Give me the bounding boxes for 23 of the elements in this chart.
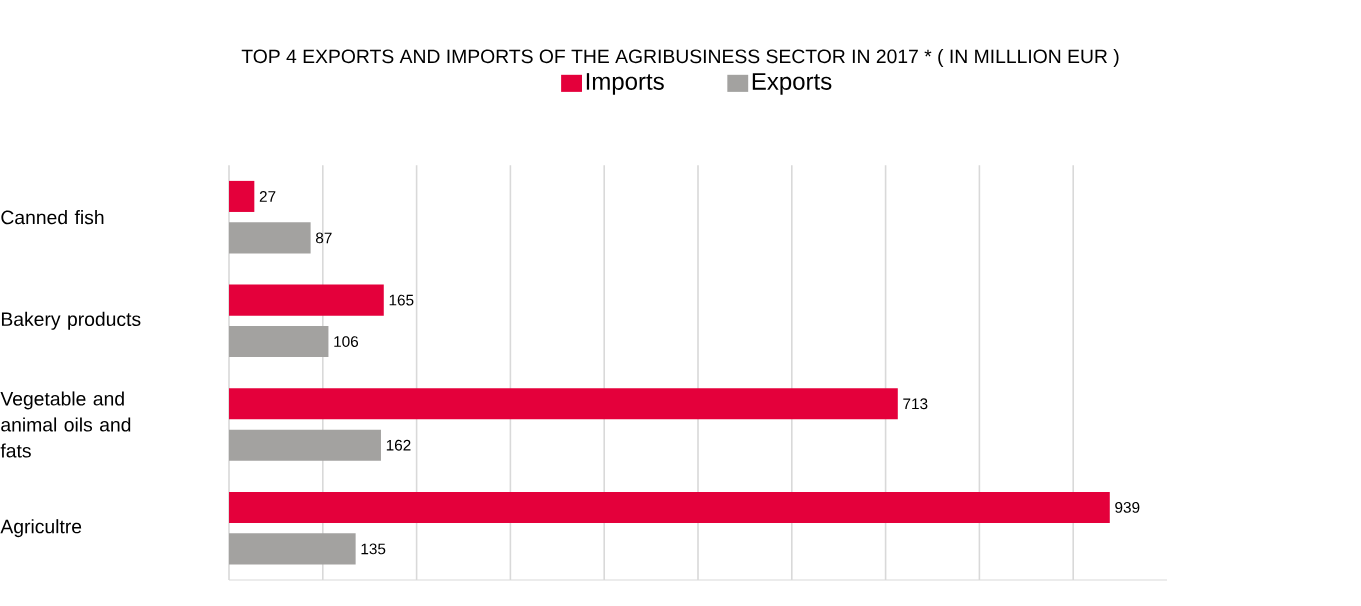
bar <box>229 180 255 212</box>
y-tick-label: Bakery products <box>1 311 141 330</box>
data-label: 165 <box>389 294 414 306</box>
legend-label: Imports <box>586 73 664 95</box>
bar <box>229 388 898 420</box>
legend-label: Exports <box>752 73 832 95</box>
bar <box>229 491 1110 523</box>
data-label: 106 <box>334 336 359 347</box>
bar <box>229 326 329 358</box>
data-label: 87 <box>315 232 332 244</box>
y-tick-label: Agricultre <box>0 519 82 538</box>
data-label: 27 <box>259 191 276 202</box>
chart-title: TOP 4 EXPORTS AND IMPORTS OF THE AGRIBUSINESS SECTOR IN 2017 * ( IN MILLLION EUR ) <box>241 48 1119 68</box>
data-label: 135 <box>361 543 386 555</box>
bar <box>229 222 311 254</box>
data-label: 939 <box>1115 502 1140 513</box>
y-tick-label: Vegetable and animal oils and fats <box>0 391 131 458</box>
data-label: 162 <box>386 439 411 451</box>
y-tick-label: Canned fish <box>1 210 104 225</box>
bar <box>229 429 381 461</box>
bar <box>229 533 356 565</box>
data-label: 713 <box>903 398 928 410</box>
bar <box>229 284 384 316</box>
